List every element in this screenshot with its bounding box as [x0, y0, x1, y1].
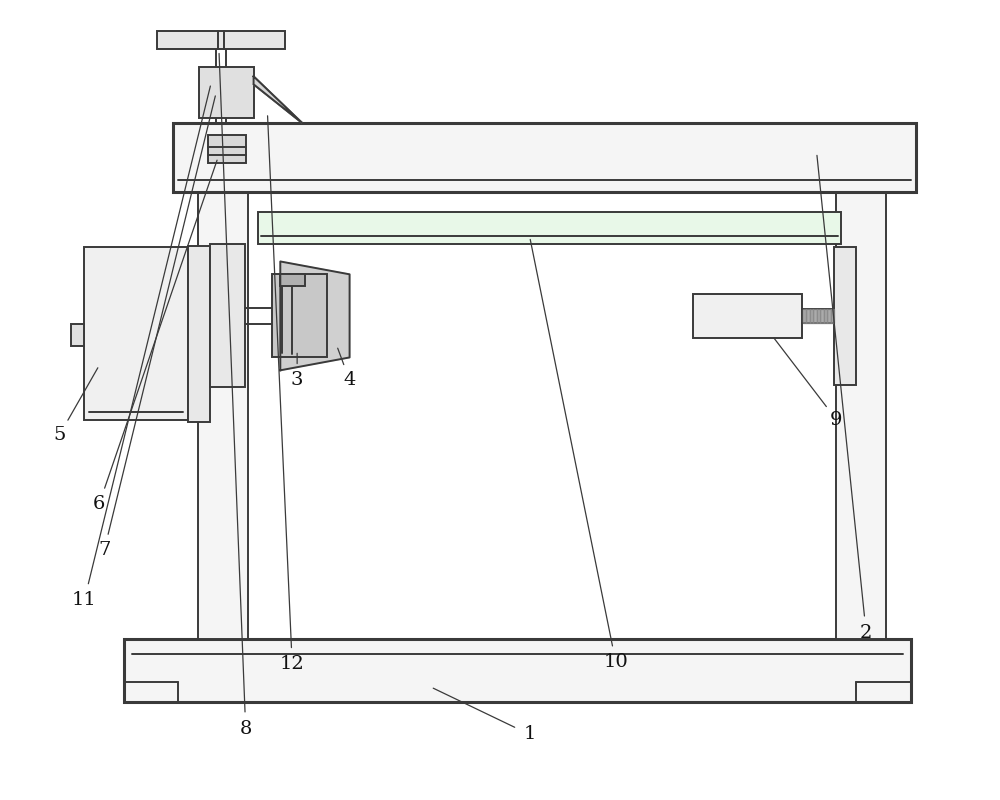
Polygon shape — [803, 309, 806, 323]
Bar — [124, 639, 911, 702]
Text: 12: 12 — [280, 655, 305, 674]
Bar — [210, 244, 245, 387]
Text: 1: 1 — [524, 726, 536, 743]
Text: 10: 10 — [603, 654, 628, 671]
Text: 3: 3 — [291, 371, 303, 390]
Bar — [199, 66, 254, 118]
Bar — [280, 274, 305, 286]
Polygon shape — [831, 309, 834, 323]
Bar — [188, 246, 210, 422]
Bar — [208, 134, 246, 162]
Polygon shape — [280, 262, 350, 370]
Bar — [834, 246, 856, 385]
Bar — [272, 274, 327, 358]
Text: 6: 6 — [93, 495, 105, 513]
Text: 2: 2 — [860, 623, 872, 642]
Bar — [84, 246, 188, 420]
Text: 8: 8 — [239, 719, 252, 738]
Bar — [836, 192, 886, 639]
Polygon shape — [813, 309, 817, 323]
Text: 5: 5 — [53, 426, 66, 444]
Polygon shape — [827, 309, 831, 323]
Bar — [173, 123, 916, 192]
Polygon shape — [820, 309, 824, 323]
Polygon shape — [806, 309, 810, 323]
Text: 7: 7 — [98, 542, 110, 559]
Bar — [198, 192, 248, 639]
Polygon shape — [810, 309, 813, 323]
Bar — [71, 324, 84, 346]
Bar — [693, 294, 802, 338]
Text: 11: 11 — [72, 591, 97, 609]
Text: 9: 9 — [830, 410, 843, 429]
Polygon shape — [817, 309, 820, 323]
Text: 4: 4 — [343, 371, 356, 390]
Polygon shape — [254, 77, 302, 123]
Bar — [157, 31, 285, 49]
Bar — [258, 212, 841, 244]
Polygon shape — [824, 309, 827, 323]
